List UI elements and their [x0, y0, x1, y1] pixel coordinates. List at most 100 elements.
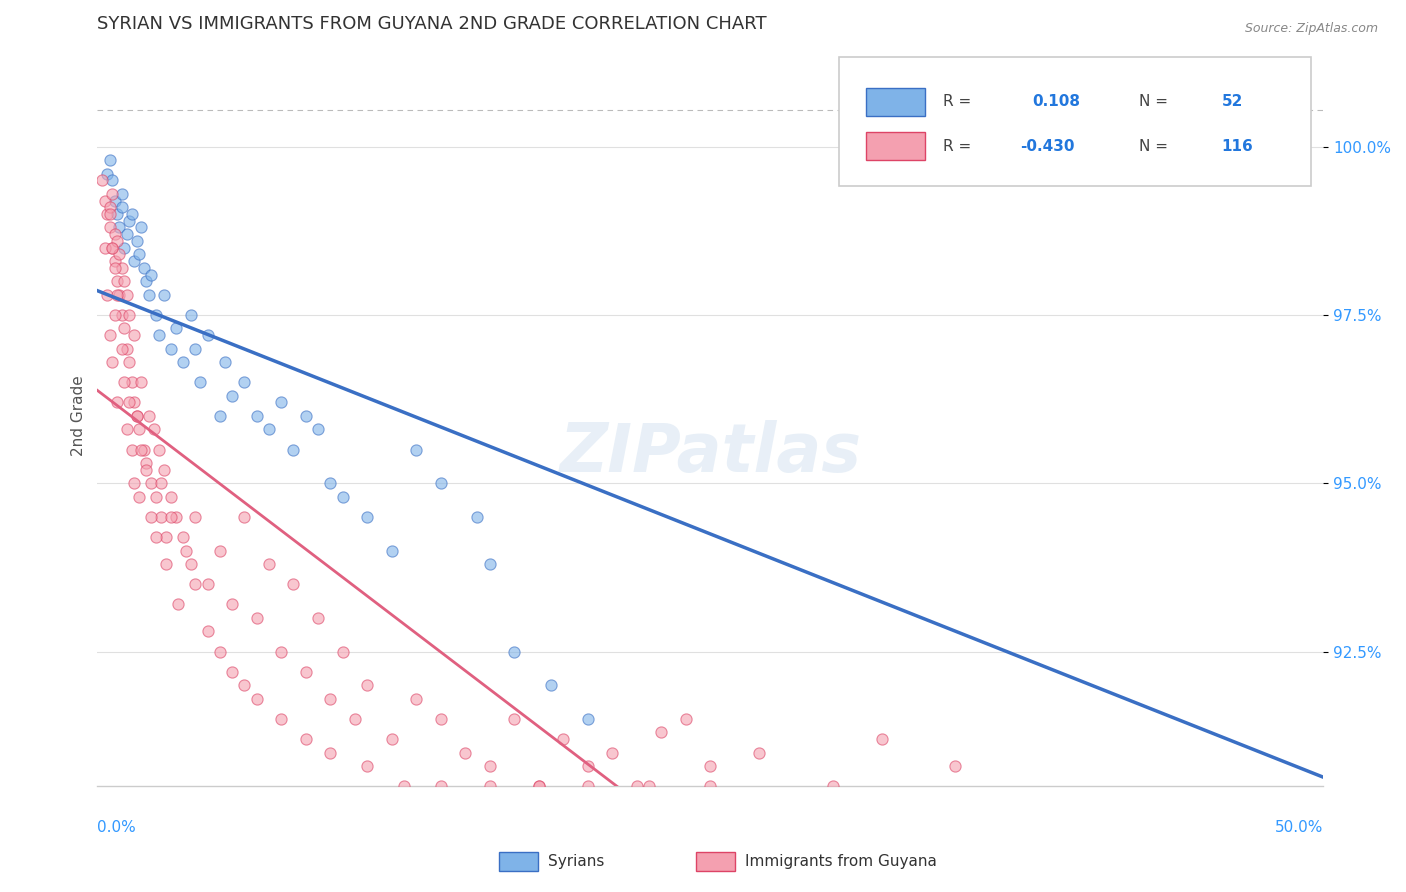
- Point: [112, 321, 135, 335]
- Point: [91, 173, 114, 187]
- Point: [699, 759, 721, 773]
- Point: [294, 732, 316, 747]
- Point: [184, 577, 207, 591]
- Point: [118, 308, 141, 322]
- Point: [111, 260, 134, 275]
- Point: [112, 241, 135, 255]
- Point: [208, 644, 231, 658]
- Point: [132, 260, 155, 275]
- Text: 50.0%: 50.0%: [1275, 820, 1323, 835]
- Point: [356, 678, 378, 692]
- Point: [132, 442, 155, 457]
- Point: [145, 308, 167, 322]
- Point: [478, 779, 501, 793]
- Point: [101, 355, 124, 369]
- Point: [576, 779, 599, 793]
- Point: [221, 389, 243, 403]
- Point: [945, 759, 967, 773]
- Text: 0.0%: 0.0%: [97, 820, 136, 835]
- Point: [172, 530, 194, 544]
- Point: [1116, 126, 1139, 140]
- Point: [122, 254, 145, 268]
- Point: [650, 725, 672, 739]
- Bar: [866, 88, 925, 116]
- Point: [319, 476, 342, 491]
- Point: [105, 274, 128, 288]
- Point: [180, 308, 202, 322]
- Point: [540, 678, 562, 692]
- Point: [135, 456, 157, 470]
- Point: [270, 644, 292, 658]
- Point: [870, 732, 893, 747]
- FancyBboxPatch shape: [839, 57, 1310, 186]
- Point: [98, 328, 121, 343]
- Point: [105, 207, 128, 221]
- Point: [160, 509, 183, 524]
- Point: [160, 342, 183, 356]
- Point: [103, 227, 125, 242]
- Point: [96, 207, 118, 221]
- Point: [821, 779, 844, 793]
- Point: [121, 207, 143, 221]
- Point: [112, 274, 135, 288]
- Point: [197, 577, 219, 591]
- Point: [155, 557, 177, 571]
- Text: R =: R =: [943, 95, 972, 110]
- Point: [172, 355, 194, 369]
- Point: [343, 712, 366, 726]
- Point: [283, 577, 305, 591]
- Point: [356, 509, 378, 524]
- Point: [131, 220, 153, 235]
- Point: [221, 598, 243, 612]
- Text: -0.430: -0.430: [1021, 139, 1076, 154]
- Point: [197, 328, 219, 343]
- Point: [467, 509, 489, 524]
- Point: [108, 220, 131, 235]
- Point: [150, 476, 173, 491]
- Point: [381, 543, 404, 558]
- Point: [111, 342, 134, 356]
- Point: [319, 691, 342, 706]
- Point: [748, 746, 770, 760]
- Text: 0.108: 0.108: [1033, 95, 1081, 110]
- Point: [135, 274, 157, 288]
- Text: Syrians: Syrians: [548, 855, 605, 869]
- Point: [122, 395, 145, 409]
- Point: [405, 691, 427, 706]
- Point: [332, 644, 354, 658]
- Point: [105, 287, 128, 301]
- Point: [115, 287, 138, 301]
- Point: [283, 442, 305, 457]
- Point: [405, 442, 427, 457]
- Point: [108, 287, 131, 301]
- Point: [98, 220, 121, 235]
- Point: [148, 328, 170, 343]
- Point: [101, 173, 124, 187]
- Point: [699, 779, 721, 793]
- Point: [131, 376, 153, 390]
- Point: [527, 779, 550, 793]
- Point: [392, 779, 415, 793]
- Point: [576, 712, 599, 726]
- Point: [101, 241, 124, 255]
- Point: [98, 153, 121, 167]
- Point: [429, 712, 451, 726]
- Text: N =: N =: [1139, 139, 1168, 154]
- Point: [180, 557, 202, 571]
- Point: [553, 732, 575, 747]
- Point: [111, 308, 134, 322]
- Point: [294, 409, 316, 423]
- Point: [503, 712, 526, 726]
- Text: Source: ZipAtlas.com: Source: ZipAtlas.com: [1244, 22, 1378, 36]
- Point: [155, 530, 177, 544]
- Point: [98, 207, 121, 221]
- Point: [112, 376, 135, 390]
- Point: [138, 287, 160, 301]
- Text: Immigrants from Guyana: Immigrants from Guyana: [745, 855, 936, 869]
- Point: [108, 247, 131, 261]
- Point: [148, 442, 170, 457]
- Point: [141, 509, 163, 524]
- Point: [675, 712, 697, 726]
- Point: [96, 167, 118, 181]
- Point: [152, 463, 174, 477]
